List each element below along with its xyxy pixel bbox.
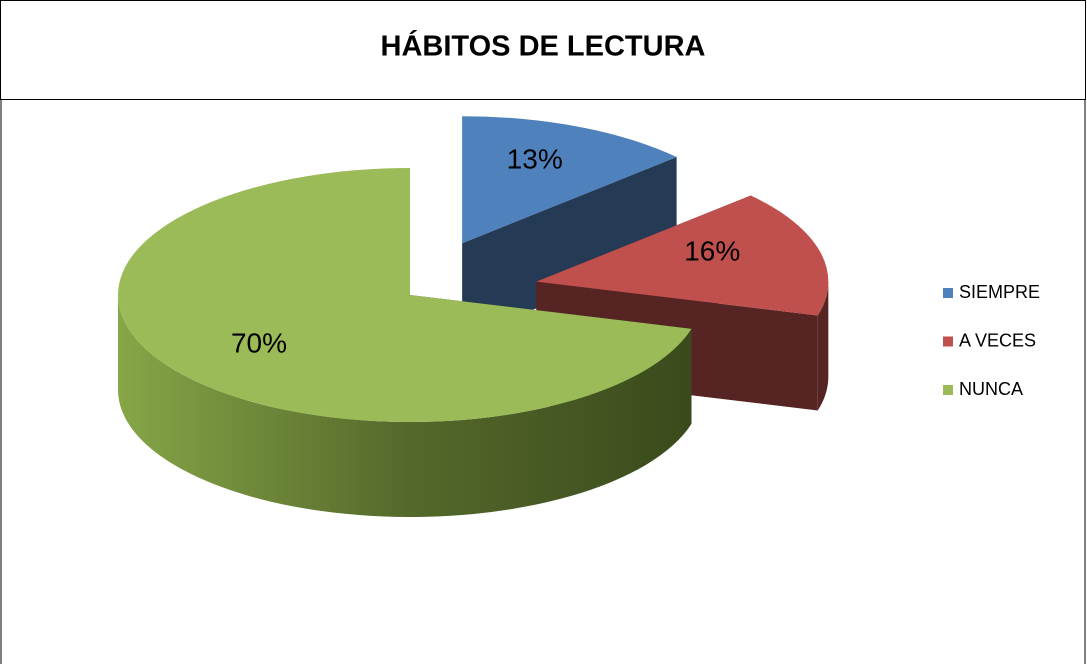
slice-wall bbox=[118, 295, 692, 517]
pie-slice bbox=[462, 116, 677, 339]
slice-top bbox=[536, 195, 829, 316]
legend-label: SIEMPRE bbox=[959, 282, 1040, 302]
data-label: 16% bbox=[684, 235, 740, 266]
legend-swatch bbox=[943, 288, 953, 298]
pie-slice bbox=[118, 168, 692, 517]
slice-wall bbox=[817, 281, 829, 411]
legend-label: A VECES bbox=[959, 330, 1036, 350]
slice-side bbox=[462, 157, 677, 339]
legend-label: NUNCA bbox=[959, 379, 1023, 399]
legend-swatch bbox=[943, 336, 953, 347]
legend-swatch bbox=[943, 385, 953, 395]
data-label: 13% bbox=[507, 143, 563, 174]
title-box bbox=[0, 0, 1086, 100]
slice-top bbox=[462, 116, 677, 244]
slice-top bbox=[118, 168, 692, 422]
data-label: 70% bbox=[231, 327, 287, 358]
chart-title: HÁBITOS DE LECTURA bbox=[381, 29, 706, 63]
